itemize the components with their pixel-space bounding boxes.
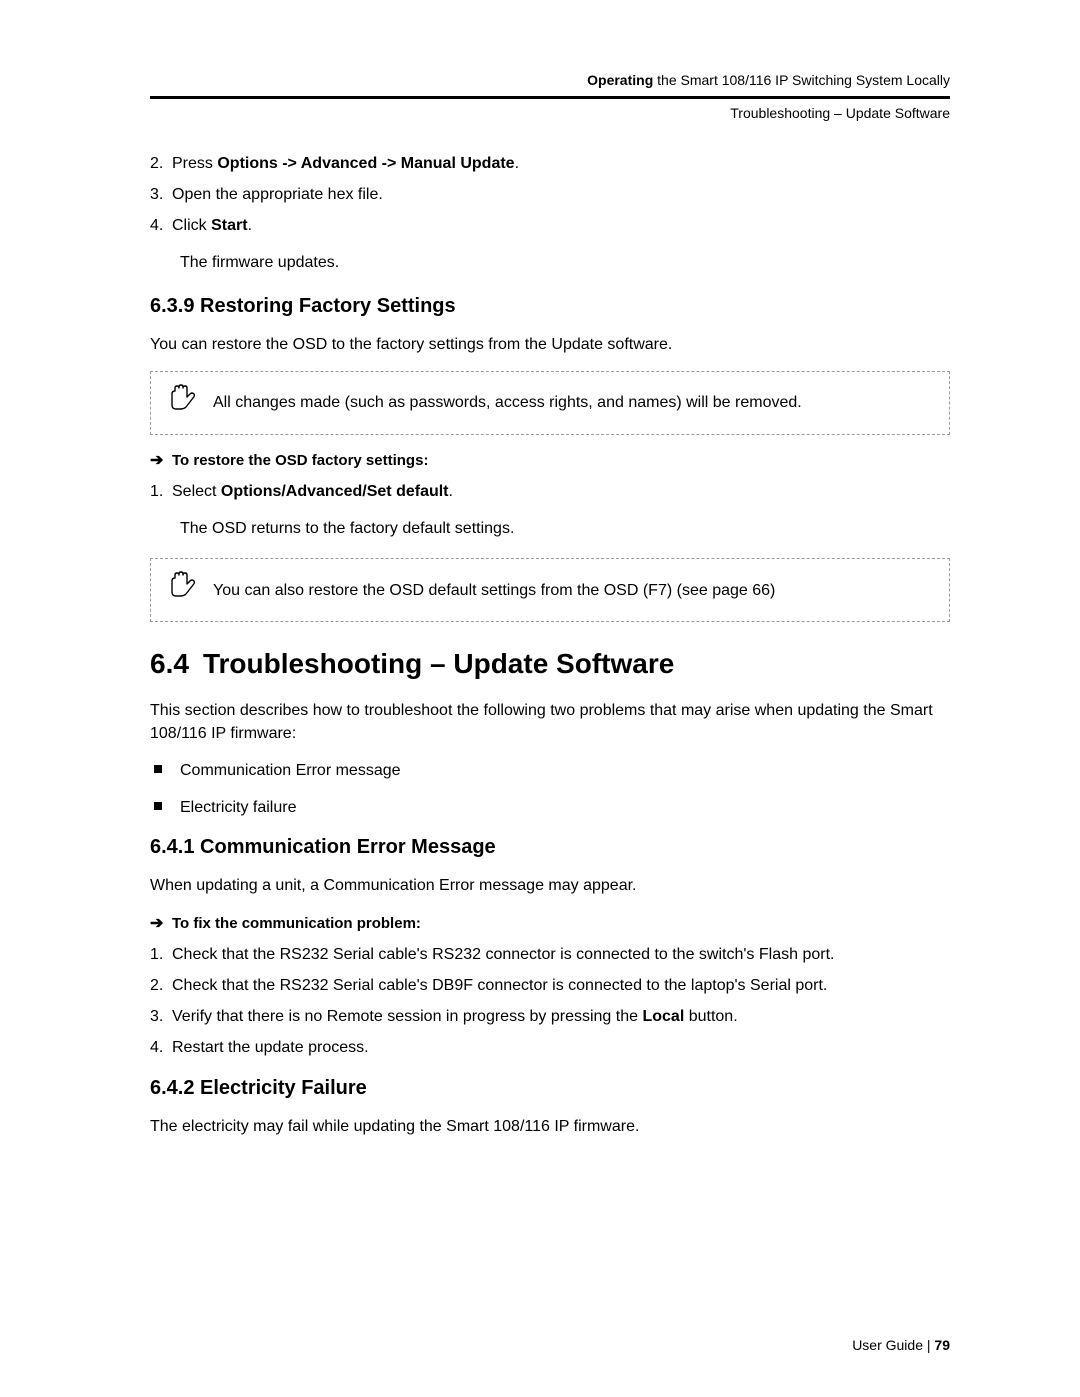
header-bold: Operating: [587, 72, 653, 88]
step-text-post: .: [449, 483, 453, 500]
header-rest: the Smart 108/116 IP Switching System Lo…: [653, 72, 950, 88]
list-item: Communication Error message: [150, 759, 950, 782]
list-item: 1.Check that the RS232 Serial cable's RS…: [150, 943, 950, 966]
heading-6-3-9: 6.3.9 Restoring Factory Settings: [150, 292, 950, 321]
page-footer: User Guide | 79: [852, 1335, 950, 1355]
step-text-post: .: [515, 155, 519, 172]
heading-6-4-1: 6.4.1 Communication Error Message: [150, 833, 950, 862]
document-page: Operating the Smart 108/116 IP Switching…: [0, 0, 1080, 1397]
step-text: Restart the update process.: [172, 1039, 369, 1056]
procedure-title: To fix the communication problem:: [172, 915, 421, 932]
list-item: 2.Press Options -> Advanced -> Manual Up…: [150, 152, 950, 175]
running-subheader: Troubleshooting – Update Software: [150, 103, 950, 123]
arrow-icon: ➔: [150, 449, 172, 472]
hand-note-icon: [165, 567, 199, 608]
procedure-heading: ➔To fix the communication problem:: [150, 912, 950, 935]
ordered-list: 1.Check that the RS232 Serial cable's RS…: [150, 943, 950, 1060]
step-number: 1.: [150, 480, 172, 503]
body-text: This section describes how to troublesho…: [150, 699, 950, 745]
note-text: All changes made (such as passwords, acc…: [213, 391, 802, 414]
step-number: 1.: [150, 943, 172, 966]
step-number: 3.: [150, 183, 172, 206]
body-text: You can restore the OSD to the factory s…: [150, 333, 950, 356]
note-text: You can also restore the OSD default set…: [213, 579, 775, 602]
procedure-title: To restore the OSD factory settings:: [172, 452, 428, 469]
step-text-post: button.: [684, 1008, 737, 1025]
step-number: 4.: [150, 1036, 172, 1059]
list-item: Electricity failure: [150, 796, 950, 819]
list-item: 4.Restart the update process.: [150, 1036, 950, 1059]
procedure-heading: ➔To restore the OSD factory settings:: [150, 449, 950, 472]
hand-note-icon: [165, 380, 199, 421]
step-text-pre: Select: [172, 483, 221, 500]
step-bold: Options/Advanced/Set default: [221, 483, 449, 500]
bullet-list: Communication Error message Electricity …: [150, 759, 950, 819]
page-number: 79: [934, 1337, 950, 1353]
step-number: 2.: [150, 152, 172, 175]
footer-label: User Guide |: [852, 1337, 934, 1353]
section-title: Troubleshooting – Update Software: [203, 648, 674, 679]
list-item: 2.Check that the RS232 Serial cable's DB…: [150, 974, 950, 997]
step-continuation: The OSD returns to the factory default s…: [180, 517, 950, 540]
step-number: 2.: [150, 974, 172, 997]
ordered-list: 1.Select Options/Advanced/Set default.: [150, 480, 950, 503]
note-box: You can also restore the OSD default set…: [150, 558, 950, 622]
step-text-pre: Verify that there is no Remote session i…: [172, 1008, 642, 1025]
list-item: 4.Click Start.: [150, 214, 950, 237]
running-header: Operating the Smart 108/116 IP Switching…: [150, 70, 950, 90]
step-text: Open the appropriate hex file.: [172, 186, 383, 203]
header-rule: [150, 96, 950, 99]
list-item: 3.Verify that there is no Remote session…: [150, 1005, 950, 1028]
heading-6-4: 6.4 Troubleshooting – Update Software: [150, 644, 950, 685]
arrow-icon: ➔: [150, 912, 172, 935]
section-number: 6.4: [150, 644, 189, 685]
step-text-post: .: [248, 217, 252, 234]
step-text: Check that the RS232 Serial cable's DB9F…: [172, 977, 827, 994]
list-item: 1.Select Options/Advanced/Set default.: [150, 480, 950, 503]
heading-6-4-2: 6.4.2 Electricity Failure: [150, 1074, 950, 1103]
body-text: When updating a unit, a Communication Er…: [150, 874, 950, 897]
step-bold: Options -> Advanced -> Manual Update: [217, 155, 514, 172]
step-bold: Local: [642, 1008, 684, 1025]
step-text-pre: Click: [172, 217, 211, 234]
step-text: Check that the RS232 Serial cable's RS23…: [172, 946, 834, 963]
step-number: 3.: [150, 1005, 172, 1028]
step-number: 4.: [150, 214, 172, 237]
note-box: All changes made (such as passwords, acc…: [150, 371, 950, 435]
body-text: The electricity may fail while updating …: [150, 1115, 950, 1138]
step-text-pre: Press: [172, 155, 217, 172]
step-bold: Start: [211, 217, 247, 234]
ordered-list-continued: 2.Press Options -> Advanced -> Manual Up…: [150, 152, 950, 238]
step-continuation: The firmware updates.: [180, 251, 950, 274]
list-item: 3.Open the appropriate hex file.: [150, 183, 950, 206]
